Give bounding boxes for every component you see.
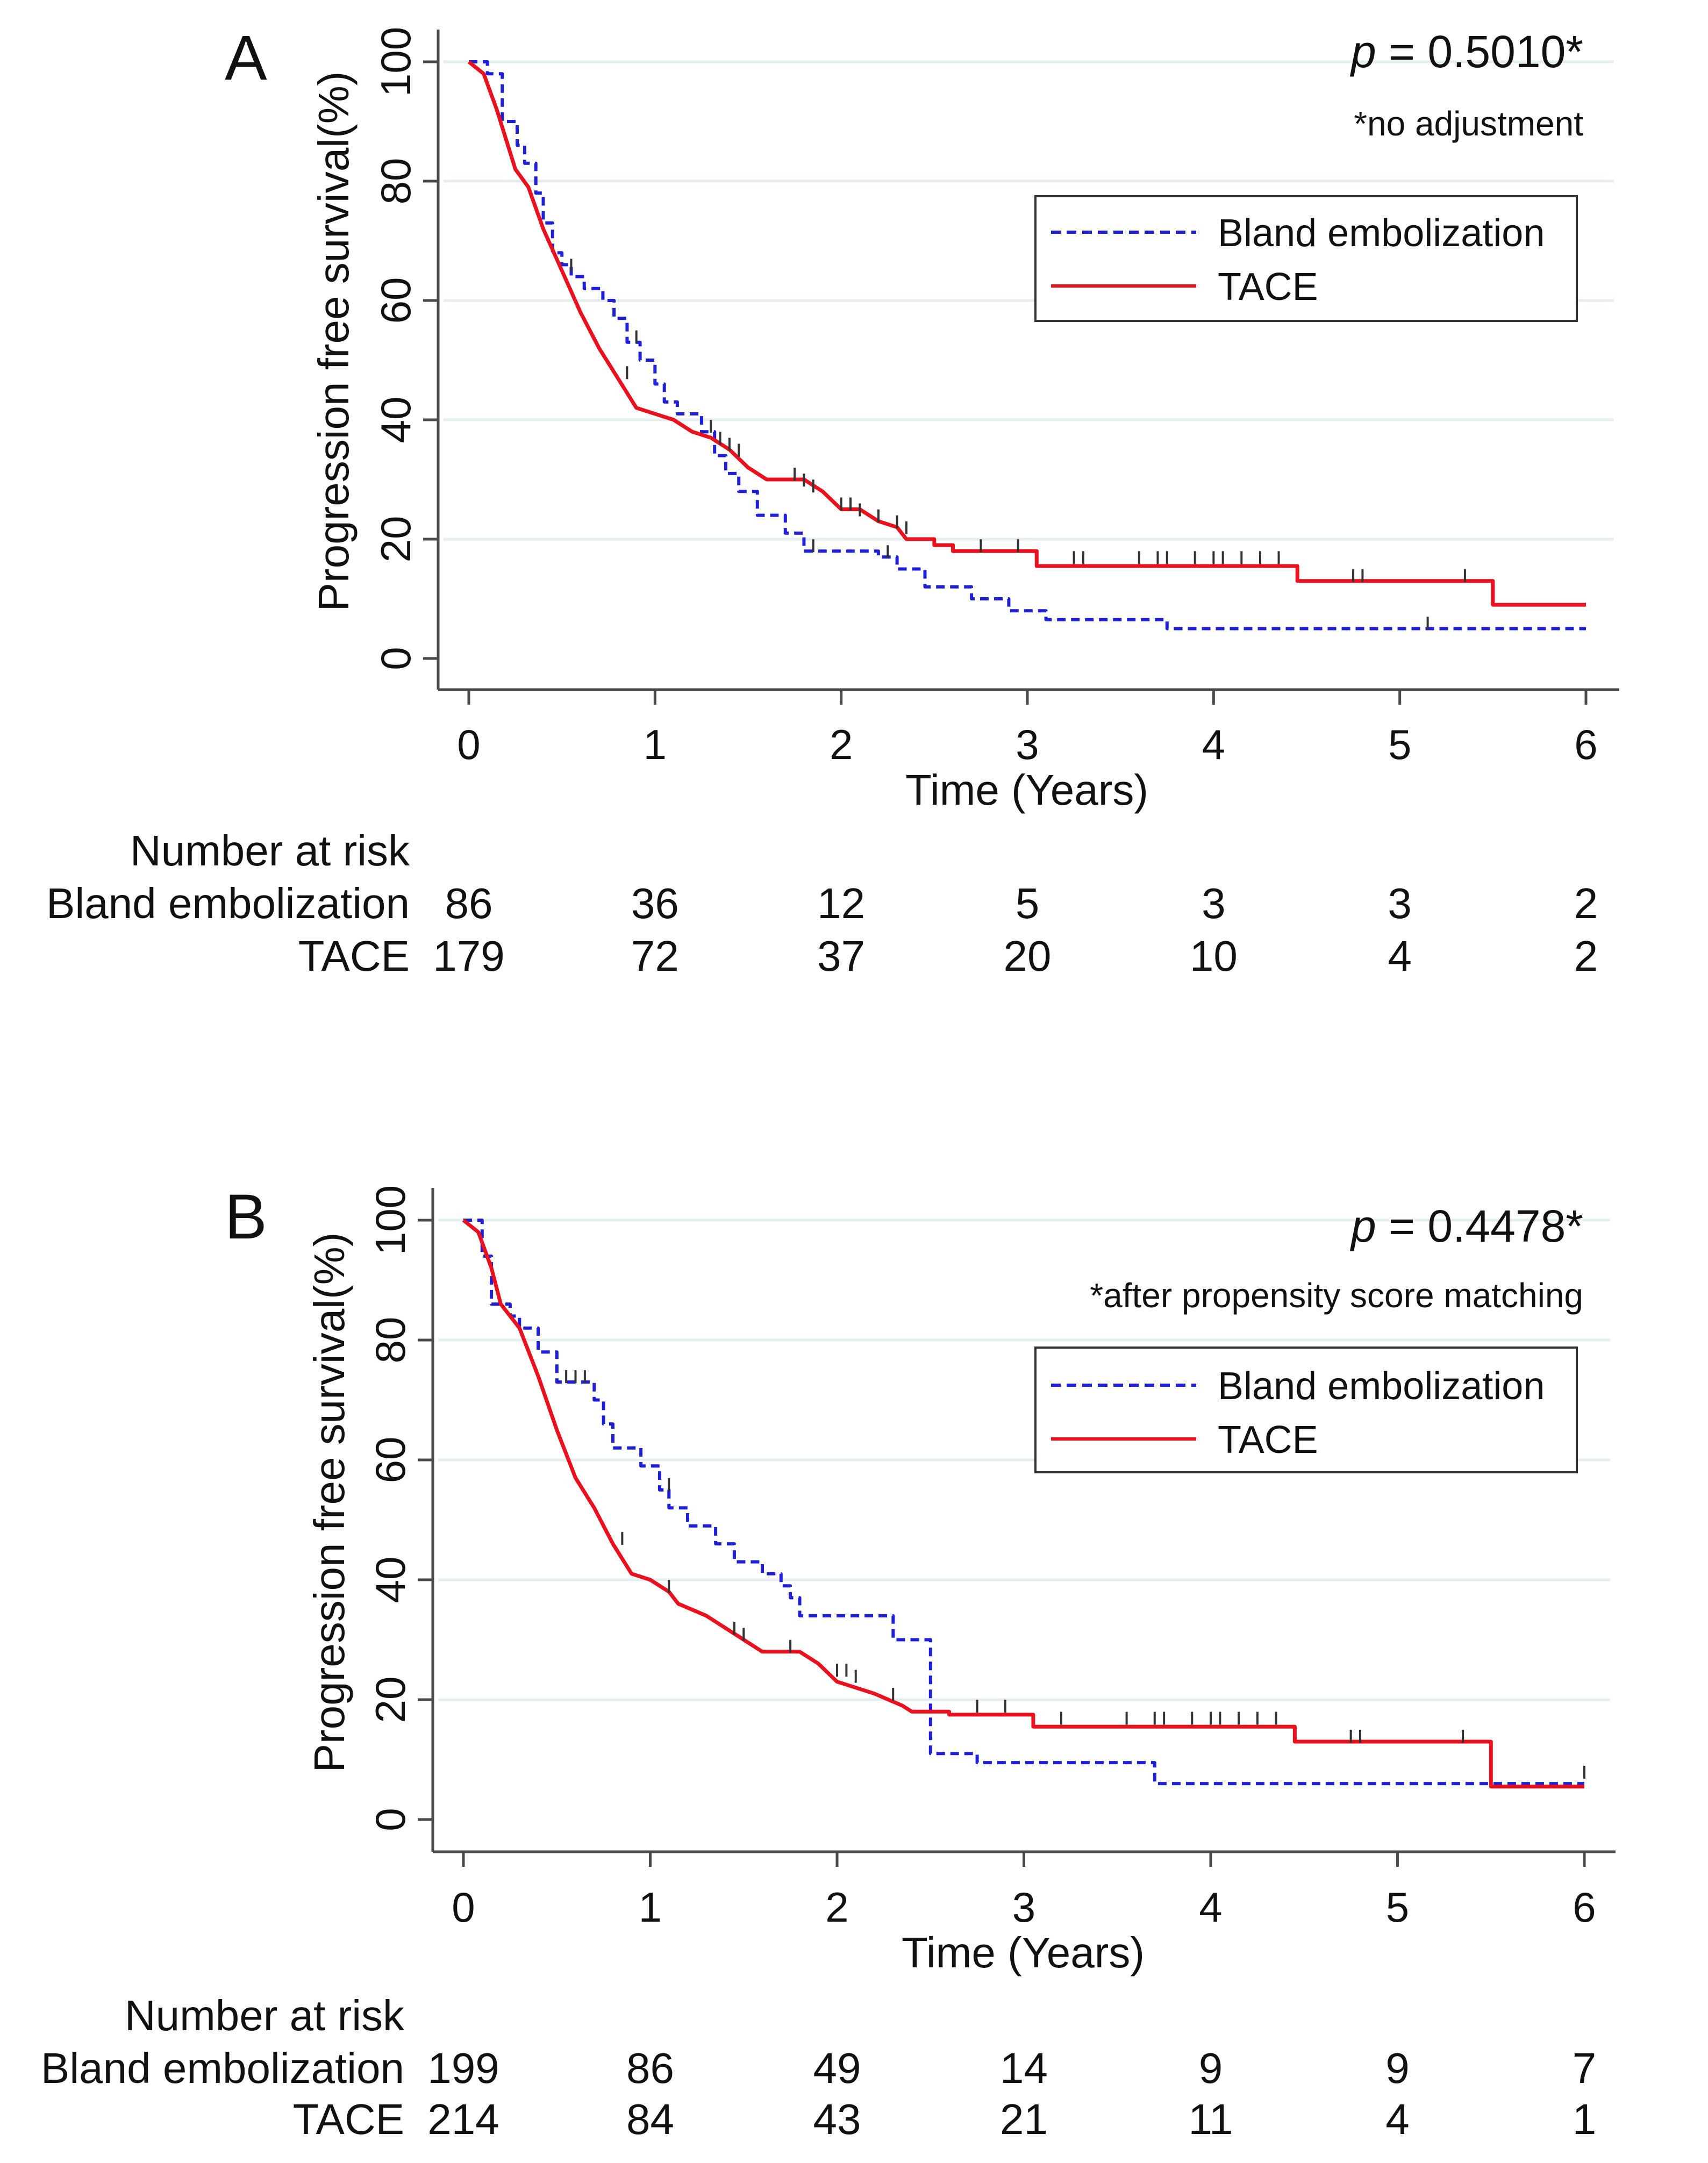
risk-table: Number at risk Bland embolization TACE 1… [41, 1992, 1596, 2143]
risk-table: Number at risk Bland embolization TACE 8… [46, 827, 1598, 980]
y-tick-label: 0 [367, 1808, 414, 1831]
adjustment-note: *after propensity score matching [1090, 1276, 1583, 1315]
risk-value: 2 [1574, 879, 1598, 927]
legend-label-bland: Bland embolization [1218, 212, 1545, 255]
risk-values: 86 36 12 5 3 3 2 179 72 37 20 10 4 2 [433, 879, 1598, 980]
risk-value: 49 [813, 2044, 861, 2092]
risk-row-label-bland: Bland embolization [41, 2044, 404, 2092]
legend: Bland embolization TACE [1034, 195, 1578, 322]
x-axis-label: Time (Years) [902, 1929, 1145, 1976]
panel-label: B [225, 1181, 267, 1252]
y-axis-label: Progression free survival(%) [310, 71, 358, 612]
y-tick-label: 0 [372, 647, 419, 670]
risk-value: 2 [1574, 932, 1598, 980]
x-tick-label: 5 [1386, 1883, 1409, 1931]
risk-value: 9 [1199, 2044, 1223, 2092]
legend-label-tace: TACE [1218, 266, 1318, 309]
y-tick-label: 60 [367, 1437, 414, 1484]
risk-value: 11 [1188, 2095, 1233, 2143]
risk-value: 179 [433, 932, 504, 980]
risk-values: 199 86 49 14 9 9 7 214 84 43 21 11 4 1 [427, 2044, 1596, 2143]
y-tick-label: 100 [367, 1185, 414, 1255]
y-axis-label: Progression free survival(%) [305, 1233, 353, 1773]
risk-value: 84 [626, 2095, 674, 2143]
risk-row-label-tace: TACE [298, 932, 410, 980]
risk-value: 7 [1573, 2044, 1597, 2092]
risk-table-title: Number at risk [130, 827, 410, 875]
x-tick-label: 6 [1573, 1883, 1596, 1931]
risk-value: 10 [1190, 932, 1238, 980]
x-tick-label: 2 [825, 1883, 848, 1931]
y-tick-label: 80 [367, 1317, 414, 1364]
risk-row-label-bland: Bland embolization [46, 879, 410, 927]
risk-value: 72 [631, 932, 679, 980]
x-tick-label: 2 [830, 721, 853, 768]
legend-label-tace: TACE [1218, 1419, 1318, 1462]
x-tick-label: 3 [1012, 1883, 1035, 1931]
risk-value: 5 [1016, 879, 1040, 927]
risk-value: 3 [1388, 879, 1412, 927]
risk-value: 36 [631, 879, 679, 927]
x-tick-label: 4 [1199, 1883, 1222, 1931]
risk-value: 9 [1385, 2044, 1410, 2092]
tick-labels: 0 20 40 60 80 100 0 1 2 3 4 5 6 [372, 27, 1598, 768]
p-value: p = 0.5010* [1349, 26, 1583, 77]
x-tick-label: 4 [1202, 721, 1225, 768]
y-tick-label: 80 [372, 158, 419, 205]
y-tick-label: 40 [367, 1557, 414, 1603]
y-tick-label: 40 [372, 397, 419, 443]
risk-value: 21 [1000, 2095, 1048, 2143]
series-line-bland-embolization [469, 60, 1586, 631]
panel-b: 0 20 40 60 80 100 0 1 2 3 4 5 6 B Progression free s… [41, 1181, 1616, 2143]
gridlines [444, 60, 1614, 541]
tick-labels: 0 20 40 60 80 100 0 1 2 3 4 5 6 [367, 1185, 1596, 1931]
y-tick-label: 20 [367, 1677, 414, 1723]
x-tick-label: 0 [452, 1883, 475, 1931]
p-value: p = 0.4478* [1349, 1201, 1583, 1251]
x-tick-label: 5 [1388, 721, 1411, 768]
series [467, 60, 1586, 631]
risk-value: 1 [1573, 2095, 1597, 2143]
legend-box [1034, 1346, 1578, 1473]
legend-label-bland: Bland embolization [1218, 1365, 1545, 1408]
x-tick-label: 3 [1016, 721, 1039, 768]
y-tick-label: 60 [372, 277, 419, 324]
x-tick-label: 1 [639, 1883, 662, 1931]
risk-value: 37 [817, 932, 865, 980]
legend-box [1034, 195, 1578, 322]
risk-value: 12 [817, 879, 865, 927]
y-tick-label: 100 [372, 27, 419, 97]
risk-value: 3 [1202, 879, 1226, 927]
x-tick-label: 1 [644, 721, 667, 768]
adjustment-note: *no adjustment [1354, 104, 1583, 143]
x-tick-label: 0 [457, 721, 480, 768]
series-line-tace [462, 1219, 1584, 1789]
risk-value: 14 [1000, 2044, 1048, 2092]
risk-value: 4 [1385, 2095, 1410, 2143]
x-axis-label: Time (Years) [905, 766, 1148, 814]
risk-value: 199 [427, 2044, 499, 2092]
panel-label: A [225, 23, 267, 94]
risk-value: 4 [1388, 932, 1412, 980]
y-tick-label: 20 [372, 516, 419, 563]
risk-value: 86 [626, 2044, 674, 2092]
risk-row-label-tace: TACE [293, 2095, 404, 2143]
risk-value: 214 [427, 2095, 499, 2143]
risk-table-title: Number at risk [125, 1992, 405, 2039]
x-tick-label: 6 [1574, 721, 1597, 768]
series-line-tace [467, 60, 1586, 607]
series [462, 1219, 1585, 1789]
risk-value: 20 [1004, 932, 1052, 980]
legend: Bland embolization TACE [1034, 1346, 1578, 1473]
risk-value: 43 [813, 2095, 861, 2143]
risk-value: 86 [445, 879, 493, 927]
